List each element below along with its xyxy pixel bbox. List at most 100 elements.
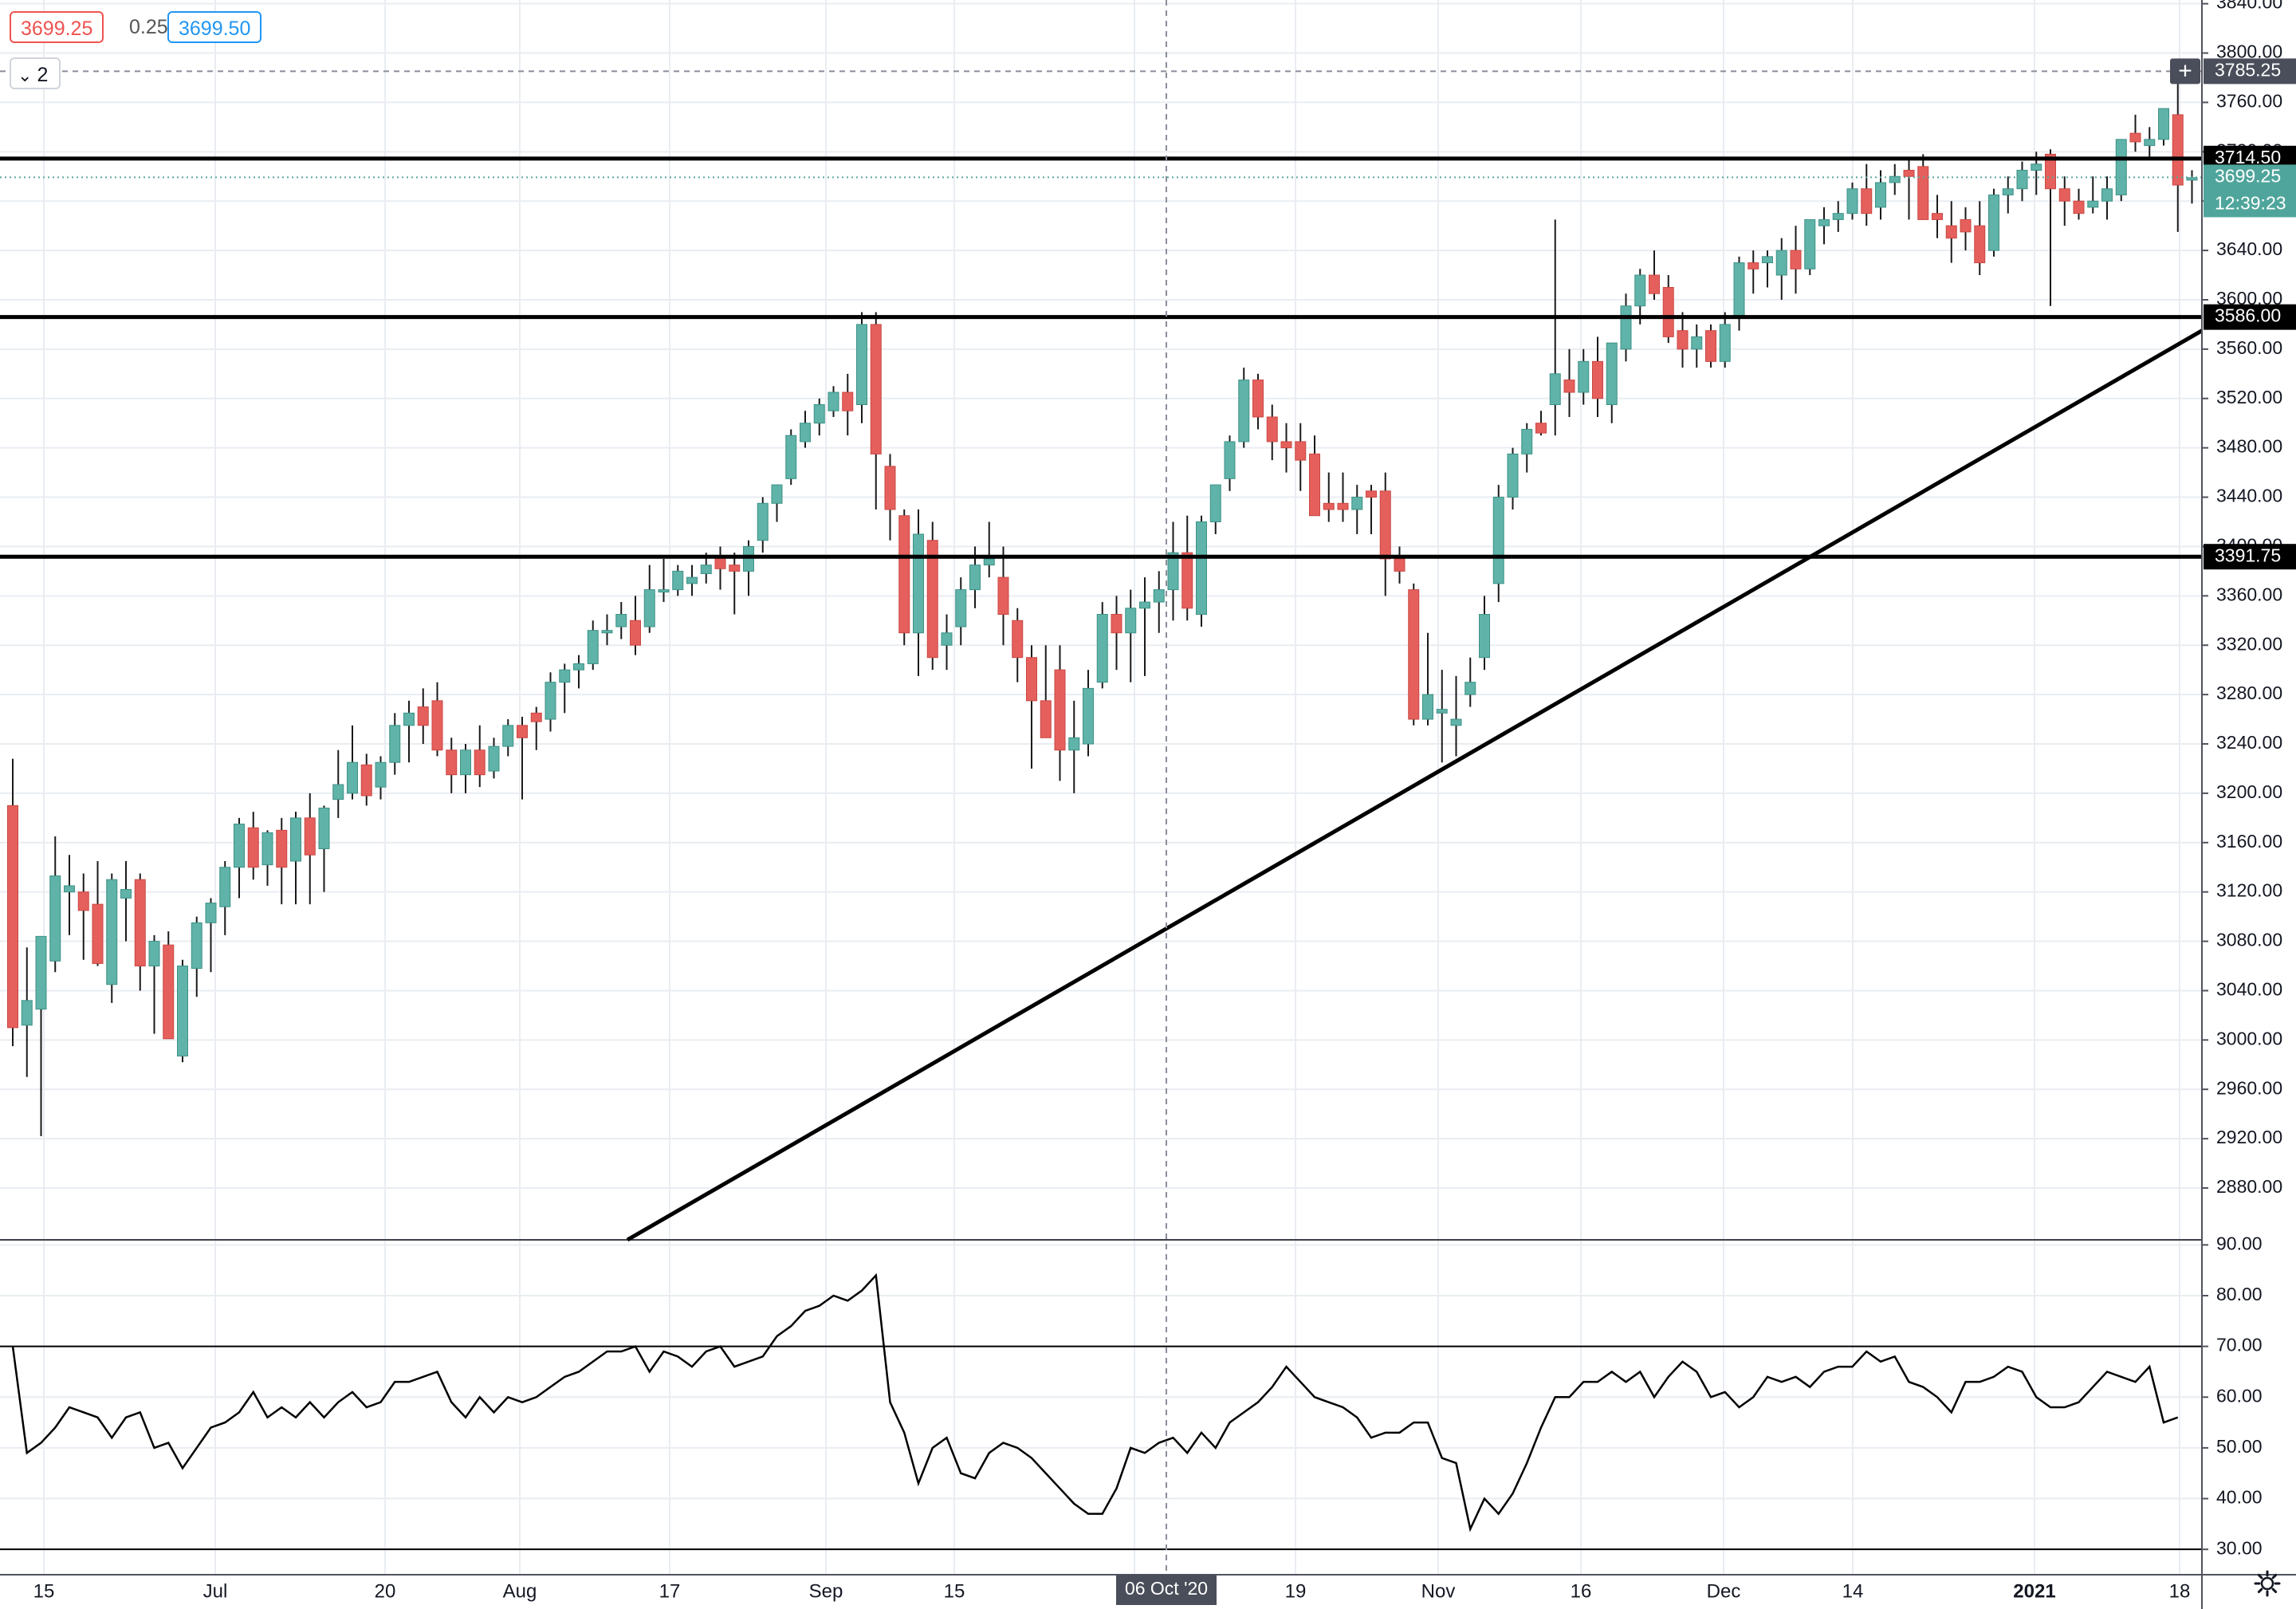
candle[interactable] [49, 836, 61, 973]
candle[interactable] [1649, 250, 1660, 300]
candle[interactable] [1889, 163, 1901, 195]
candle[interactable] [884, 454, 896, 541]
candle[interactable] [1181, 515, 1193, 621]
candle[interactable] [1464, 657, 1476, 707]
candle[interactable] [856, 312, 867, 423]
candle[interactable] [1096, 602, 1108, 689]
candle[interactable] [800, 411, 811, 448]
candle[interactable] [686, 565, 698, 596]
candle[interactable] [1804, 218, 1816, 276]
candle[interactable] [1252, 373, 1264, 430]
candle[interactable] [601, 614, 613, 646]
candle[interactable] [35, 935, 47, 1137]
candle[interactable] [1775, 238, 1787, 300]
candle[interactable] [1309, 435, 1320, 517]
candle[interactable] [997, 546, 1009, 646]
ask-price-tag[interactable]: 3699.50 [167, 11, 262, 43]
candle[interactable] [1535, 411, 1547, 436]
candle[interactable] [983, 521, 995, 578]
candle[interactable] [1748, 250, 1759, 294]
candle[interactable] [955, 577, 967, 646]
candle[interactable] [1379, 472, 1391, 596]
candle[interactable] [2158, 108, 2169, 146]
candles[interactable] [7, 84, 2198, 1137]
candle[interactable] [7, 758, 18, 1047]
candle[interactable] [2073, 188, 2085, 220]
candle[interactable] [2045, 149, 2056, 306]
candle[interactable] [2129, 114, 2141, 152]
candle[interactable] [1295, 423, 1307, 491]
candle[interactable] [1196, 515, 1207, 627]
candle[interactable] [1012, 608, 1024, 683]
candle[interactable] [1832, 201, 1844, 232]
candle[interactable] [1705, 324, 1716, 368]
candle[interactable] [347, 725, 358, 800]
candle[interactable] [1861, 163, 1873, 226]
candle[interactable] [1790, 226, 1802, 294]
candle[interactable] [247, 812, 259, 880]
candle[interactable] [1932, 195, 1943, 238]
rsi-line[interactable] [11, 1273, 2179, 1532]
candle[interactable] [261, 830, 273, 886]
candle[interactable] [1945, 201, 1957, 263]
candle[interactable] [743, 540, 754, 596]
add-alert-button[interactable] [2170, 58, 2200, 85]
candle[interactable] [290, 812, 301, 905]
candle[interactable] [375, 756, 387, 800]
candle[interactable] [318, 805, 330, 892]
candle[interactable] [502, 719, 514, 757]
candle[interactable] [842, 373, 854, 436]
candle[interactable] [1394, 546, 1406, 584]
candle[interactable] [1549, 219, 1561, 436]
candle[interactable] [1988, 188, 1999, 257]
trendline[interactable] [626, 328, 2204, 1242]
candle[interactable] [1492, 485, 1504, 603]
candle[interactable] [672, 565, 684, 596]
candle[interactable] [1903, 158, 1915, 220]
candle[interactable] [1337, 472, 1349, 522]
candle[interactable] [1450, 675, 1462, 757]
candle[interactable] [828, 386, 839, 417]
candle[interactable] [785, 429, 797, 486]
candle[interactable] [757, 497, 769, 553]
candle[interactable] [431, 682, 443, 757]
candle[interactable] [1224, 435, 1236, 491]
candle[interactable] [1351, 485, 1363, 534]
candle[interactable] [1960, 207, 1972, 251]
candle[interactable] [1662, 275, 1674, 344]
candle[interactable] [941, 614, 953, 671]
candle[interactable] [913, 509, 924, 676]
candle[interactable] [1479, 596, 1490, 671]
candle[interactable] [2144, 127, 2156, 159]
candle[interactable] [530, 706, 542, 750]
candle[interactable] [488, 738, 500, 779]
candle[interactable] [1153, 571, 1165, 633]
candle[interactable] [545, 672, 556, 732]
candle[interactable] [926, 521, 938, 671]
candle[interactable] [474, 725, 486, 788]
candle[interactable] [1238, 368, 1250, 448]
candle[interactable] [1209, 484, 1221, 534]
candle[interactable] [1026, 645, 1037, 769]
candle[interactable] [1366, 485, 1377, 534]
candle[interactable] [870, 312, 882, 510]
candle[interactable] [2087, 176, 2099, 214]
candle[interactable] [1846, 182, 1858, 220]
candle[interactable] [148, 934, 160, 1034]
candle[interactable] [77, 873, 89, 960]
candle[interactable] [771, 484, 783, 522]
candle[interactable] [1323, 472, 1335, 522]
candle[interactable] [1139, 577, 1150, 676]
candle[interactable] [1040, 645, 1052, 738]
candle[interactable] [658, 558, 670, 603]
candle[interactable] [517, 716, 528, 800]
candle[interactable] [1111, 596, 1122, 671]
candle[interactable] [1507, 447, 1519, 510]
candle[interactable] [2115, 139, 2127, 202]
rsi-pane[interactable] [0, 1239, 2202, 1551]
candle[interactable] [559, 663, 571, 714]
candle[interactable] [1521, 423, 1533, 473]
candle[interactable] [163, 931, 175, 1040]
candle[interactable] [304, 793, 316, 905]
candle[interactable] [219, 860, 231, 935]
